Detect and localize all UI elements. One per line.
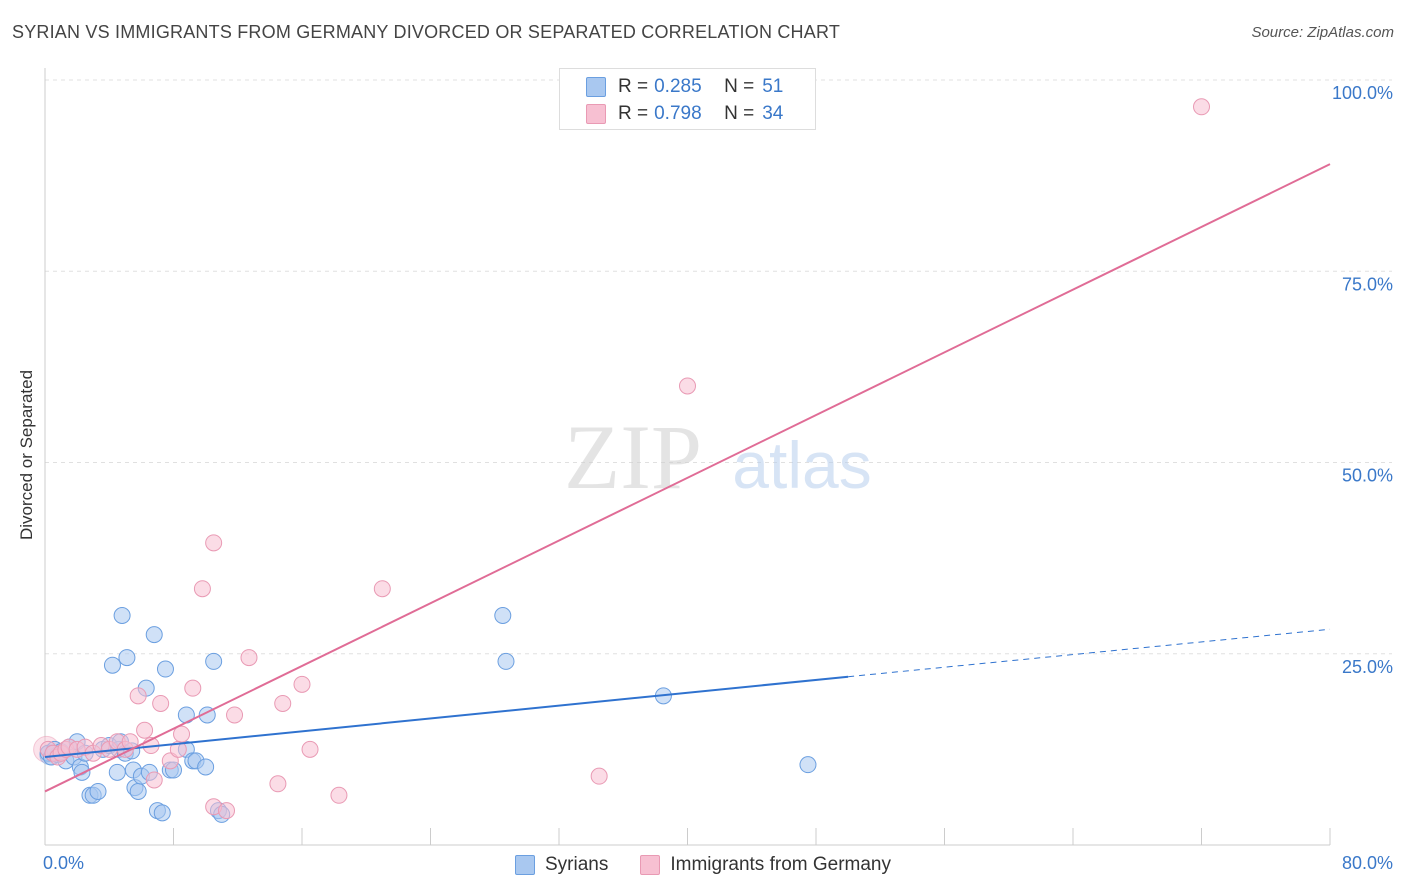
point-germany	[679, 377, 696, 395]
watermark-atlas: atlas	[732, 428, 871, 502]
point-syrians	[156, 660, 174, 678]
point-syrians	[197, 758, 215, 776]
point-syrians	[118, 649, 136, 667]
legend-n-label: N =	[724, 76, 755, 97]
point-syrians	[153, 804, 171, 822]
point-germany	[1193, 98, 1210, 116]
source-label: Source: ZipAtlas.com	[1251, 24, 1394, 41]
x-tick-label: 80.0%	[1342, 853, 1393, 873]
legend-item-germany[interactable]: Immigrants from Germany	[640, 854, 891, 876]
point-germany	[129, 687, 147, 705]
point-germany	[269, 775, 287, 793]
point-syrians	[103, 656, 121, 674]
point-germany	[274, 694, 292, 712]
point-germany	[193, 580, 211, 598]
axes	[44, 68, 1331, 846]
point-syrians	[113, 607, 131, 624]
legend-stats: R = 0.285 N = 51 R = 0.798 N = 34	[559, 68, 816, 130]
point-germany	[226, 706, 244, 724]
point-syrians	[494, 607, 512, 624]
point-germany	[218, 802, 236, 820]
grid-lines	[45, 79, 1392, 655]
legend-series: Syrians Immigrants from Germany	[0, 852, 1406, 878]
point-germany	[152, 694, 170, 712]
legend-r-label: R =	[618, 103, 649, 124]
trend-line-syrians-extension	[848, 628, 1331, 678]
legend-row-syrians: R = 0.285 N = 51	[586, 75, 783, 99]
chart-title: SYRIAN VS IMMIGRANTS FROM GERMANY DIVORC…	[12, 22, 841, 42]
y-tick-label: 50.0%	[1342, 466, 1393, 486]
x-tick-label: 0.0%	[43, 853, 84, 873]
tick-labels: 25.0% 50.0% 75.0% 100.0% 0.0% 80.0%	[43, 83, 1393, 873]
y-tick-label: 75.0%	[1342, 274, 1393, 294]
legend-swatch-syrians	[586, 77, 606, 97]
point-syrians	[799, 756, 817, 774]
point-germany	[373, 580, 391, 598]
legend-r-label: R =	[618, 76, 649, 97]
point-germany	[145, 771, 163, 789]
point-germany	[330, 786, 348, 804]
point-germany	[301, 740, 319, 758]
point-germany	[240, 649, 258, 667]
y-tick-label: 100.0%	[1332, 83, 1393, 103]
legend-n-label: N =	[724, 103, 755, 124]
point-germany	[293, 675, 311, 693]
trend-lines	[44, 163, 1331, 793]
legend-row-germany: R = 0.798 N = 34	[586, 102, 783, 126]
legend-item-syrians[interactable]: Syrians	[514, 854, 609, 876]
point-germany	[173, 725, 191, 743]
point-syrians	[89, 782, 107, 800]
legend-r-value: 0.285	[654, 76, 702, 97]
point-syrians	[145, 626, 163, 644]
point-germany	[590, 767, 608, 785]
legend-label-germany: Immigrants from Germany	[670, 854, 891, 875]
legend-n-value: 51	[762, 76, 784, 97]
y-tick-label: 25.0%	[1342, 657, 1393, 677]
point-germany	[136, 721, 154, 739]
legend-label-syrians: Syrians	[544, 854, 609, 875]
trend-line-germany	[44, 163, 1331, 793]
point-syrians	[497, 652, 515, 670]
legend-swatch-germany	[586, 104, 606, 124]
watermark: ZIP atlas	[564, 406, 872, 508]
point-syrians	[205, 652, 223, 670]
legend-swatch-germany	[640, 855, 661, 875]
point-germany	[205, 534, 223, 552]
point-germany	[184, 679, 202, 697]
point-syrians	[129, 782, 147, 800]
legend-n-value: 34	[762, 103, 784, 124]
legend-r-value: 0.798	[654, 103, 702, 124]
legend-swatch-syrians	[514, 855, 535, 875]
watermark-zip: ZIP	[564, 406, 702, 508]
trend-line-syrians	[44, 675, 849, 759]
point-syrians	[108, 763, 126, 781]
